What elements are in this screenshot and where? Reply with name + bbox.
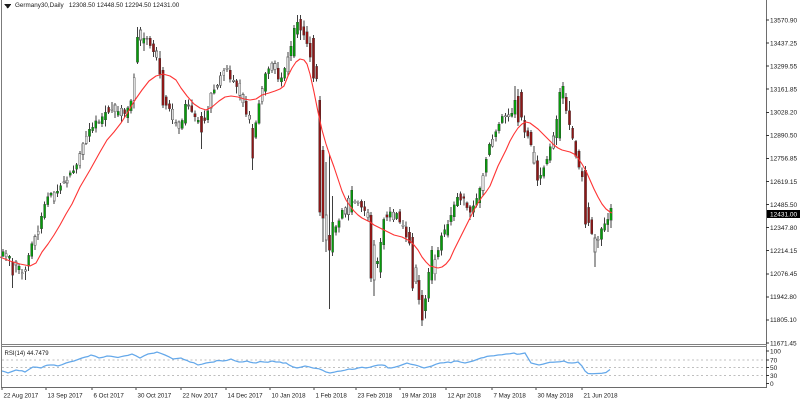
svg-text:12 Apr 2018: 12 Apr 2018 [448,393,482,400]
svg-text:12431.00: 12431.00 [770,212,797,219]
svg-text:Germany30,Daily 12308.50 124: Germany30,Daily 12308.50 12448.50 12294.… [15,2,180,9]
svg-text:30 Oct 2017: 30 Oct 2017 [138,393,172,400]
svg-text:50: 50 [770,365,778,372]
svg-text:14 Dec 2017: 14 Dec 2017 [228,393,264,400]
svg-text:13028.20: 13028.20 [770,110,797,117]
svg-text:13 Sep 2017: 13 Sep 2017 [48,393,84,400]
svg-text:23 Feb 2018: 23 Feb 2018 [358,393,393,400]
svg-text:13299.55: 13299.55 [770,63,797,70]
svg-text:7 May 2018: 7 May 2018 [494,393,527,400]
svg-text:70: 70 [770,357,778,364]
svg-text:30 May 2018: 30 May 2018 [538,393,574,400]
svg-text:RSI(14) 44.7479: RSI(14) 44.7479 [5,351,50,357]
svg-text:11671.45: 11671.45 [770,340,797,347]
svg-text:12485.50: 12485.50 [770,202,797,209]
svg-text:22 Nov 2017: 22 Nov 2017 [183,393,219,400]
svg-text:12347.80: 12347.80 [770,225,797,232]
svg-text:19 Mar 2018: 19 Mar 2018 [402,393,437,400]
svg-text:10 Jan 2018: 10 Jan 2018 [272,393,307,400]
svg-text:13161.85: 13161.85 [770,87,797,94]
svg-text:1 Feb 2018: 1 Feb 2018 [316,393,348,400]
svg-text:12756.85: 12756.85 [770,156,797,163]
svg-text:13437.25: 13437.25 [770,40,797,47]
svg-text:13570.90: 13570.90 [770,17,797,24]
svg-text:12619.15: 12619.15 [770,179,797,186]
svg-text:21 Jun 2018: 21 Jun 2018 [584,393,619,400]
svg-text:0: 0 [770,381,774,388]
svg-text:22 Aug 2017: 22 Aug 2017 [4,393,39,400]
svg-text:6 Oct 2017: 6 Oct 2017 [94,393,125,400]
svg-text:12076.45: 12076.45 [770,271,797,278]
svg-text:12214.15: 12214.15 [770,248,797,255]
svg-text:11805.10: 11805.10 [770,317,797,324]
svg-text:12890.50: 12890.50 [770,133,797,140]
svg-text:11942.80: 11942.80 [770,294,797,301]
svg-text:30: 30 [770,373,778,380]
svg-text:100: 100 [770,349,781,356]
